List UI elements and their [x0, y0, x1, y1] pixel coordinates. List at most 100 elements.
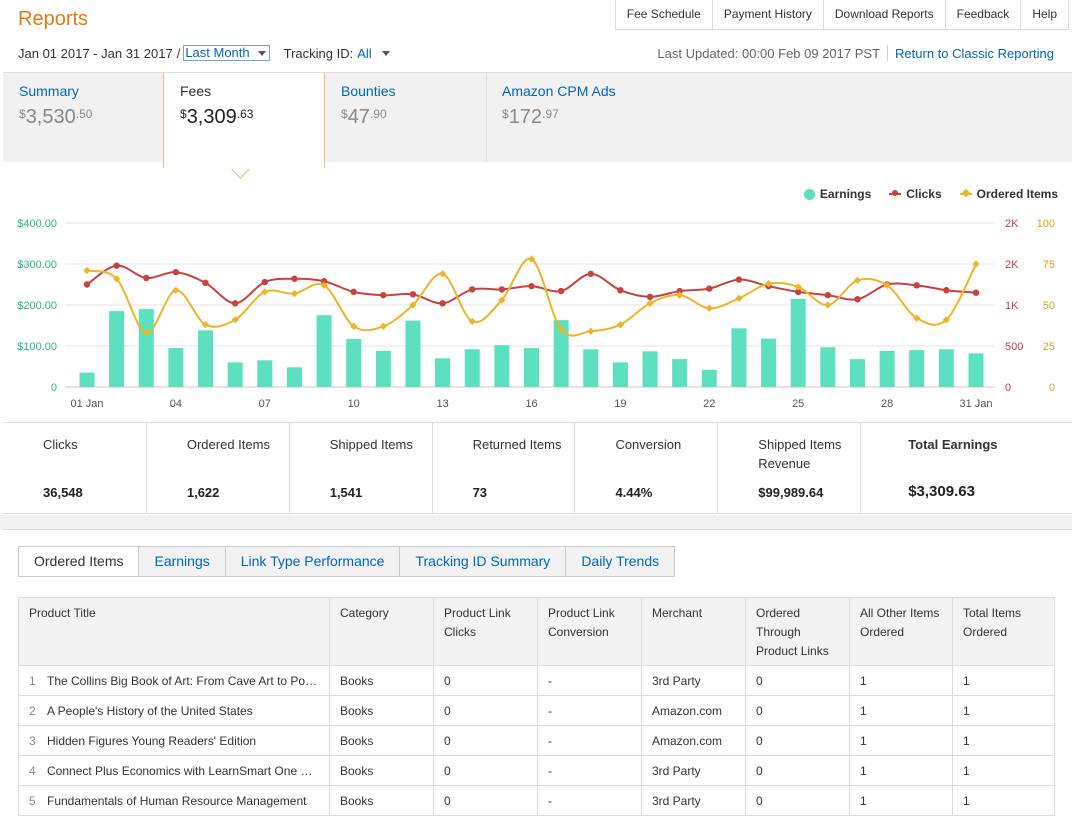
category-cell: Books: [329, 695, 434, 726]
column-header[interactable]: Product Link Conversion: [537, 597, 642, 666]
divider: [486, 73, 487, 163]
tracking-id-select[interactable]: Tracking ID: All: [284, 46, 390, 61]
metric-shipped-items: Shipped Items 1,541: [288, 423, 432, 513]
earnings-bar: [168, 348, 184, 387]
x-tick-label: 10: [348, 398, 360, 410]
earnings-bar: [790, 298, 806, 387]
earnings-bar: [583, 349, 599, 387]
clicks-point: [676, 287, 683, 295]
metric-value: $3,309.63: [908, 483, 975, 500]
table-row[interactable]: 5 Fundamentals of Human Resource Manageme…: [18, 785, 1055, 816]
section-gap: [0, 515, 1072, 529]
earnings-bar: [375, 350, 391, 387]
earnings-bar: [968, 353, 984, 387]
column-header[interactable]: All Other Items Ordered: [849, 597, 953, 666]
merchant-cell: 3rd Party: [641, 785, 746, 816]
earnings-bar: [286, 367, 302, 387]
date-range-text: Jan 01 2017 - Jan 31 2017: [18, 45, 173, 61]
earnings-bar: [79, 372, 95, 387]
clicks-point: [409, 291, 417, 298]
ordered-items-point: [646, 299, 654, 308]
other-items-cell: 1: [849, 665, 953, 696]
merchant-cell: 3rd Party: [641, 665, 746, 696]
ordered-through-links-cell: 0: [745, 695, 850, 726]
currency-symbol: $: [341, 107, 348, 121]
tab-bounties[interactable]: Bounties $47.90: [325, 73, 485, 163]
tab-label: Summary: [19, 83, 79, 99]
payment-history-link[interactable]: Payment History: [711, 0, 823, 29]
product-title: Hidden Figures Young Readers' Edition: [47, 733, 257, 748]
column-header[interactable]: Ordered Through Product Links: [745, 597, 850, 666]
metric-total-earnings: Total Earnings $3,309.63: [860, 423, 1072, 513]
clicks-point: [943, 287, 950, 294]
legend-clicks[interactable]: Clicks: [889, 187, 942, 201]
tab-amazon-cpm-ads[interactable]: Amazon CPM Ads $172.97: [486, 73, 686, 163]
chart-panel: Earnings Clicks Ordered Items $400.00 $30…: [3, 162, 1072, 424]
tab-label: Fees: [180, 83, 212, 99]
earnings-bar: [642, 351, 658, 387]
column-header[interactable]: Total Items Ordered: [952, 597, 1055, 666]
help-link[interactable]: Help: [1020, 0, 1068, 29]
x-tick-label: 19: [614, 398, 626, 410]
clicks-point: [350, 288, 357, 296]
chevron-down-icon: [257, 50, 266, 56]
ordered-through-links-cell: 0: [745, 725, 850, 756]
tab-daily-trends[interactable]: Daily Trends: [565, 547, 674, 576]
x-tick-label: 22: [703, 398, 715, 410]
amount-whole: 3,530: [25, 106, 76, 128]
clicks-point: [261, 278, 268, 286]
feedback-link[interactable]: Feedback: [944, 0, 1021, 29]
chart-legend: Earnings Clicks Ordered Items: [803, 187, 1058, 201]
y-right-tick-label: 2K: [1005, 259, 1019, 271]
page-title: Reports: [18, 8, 89, 30]
earnings-bar: [494, 345, 510, 387]
tab-earnings[interactable]: Earnings: [138, 547, 224, 576]
range-separator: /: [176, 45, 181, 61]
column-header[interactable]: Merchant: [641, 597, 746, 666]
ordered-through-links-cell: 0: [745, 785, 850, 816]
other-items-cell: 1: [849, 755, 953, 786]
table-row[interactable]: 1 The Collins Big Book of Art: From Cave …: [18, 665, 1055, 696]
metric-label: Conversion: [615, 437, 682, 452]
metric-conversion: Conversion 4.44%: [574, 423, 717, 513]
tab-ordered-items[interactable]: Ordered Items: [19, 547, 139, 576]
tab-summary[interactable]: Summary $3,530.50: [3, 73, 163, 163]
tab-fees[interactable]: Fees $3,309.63: [163, 73, 325, 168]
clicks-point: [202, 279, 209, 287]
product-title: A People's History of the United States: [47, 703, 253, 718]
date-range-select[interactable]: Last Month: [183, 45, 270, 61]
product-title: The Collins Big Book of Art: From Cave A…: [47, 673, 318, 688]
legend-earnings[interactable]: Earnings: [803, 187, 871, 201]
merchant-cell: 3rd Party: [641, 755, 746, 786]
legend-ordered-items[interactable]: Ordered Items: [959, 187, 1058, 201]
download-reports-link[interactable]: Download Reports: [822, 0, 945, 29]
ordered-items-point: [735, 294, 743, 303]
y-right2-tick-label: 25: [1043, 341, 1055, 353]
fee-schedule-link[interactable]: Fee Schedule: [626, 7, 701, 21]
x-tick-label: 07: [259, 398, 271, 410]
table-row[interactable]: 3 Hidden Figures Young Readers' Edition B…: [18, 725, 1055, 756]
amount-cents: .50: [75, 107, 93, 121]
table-header-row: Product Title Category Product Link Clic…: [18, 597, 1055, 666]
clicks-point: [113, 262, 120, 269]
tab-tracking-id-summary[interactable]: Tracking ID Summary: [399, 547, 565, 576]
conversion-cell: -: [537, 785, 642, 816]
table-row[interactable]: 2 A People's History of the United States…: [18, 695, 1055, 726]
earnings-bar: [316, 315, 332, 387]
clicks-cell: 0: [433, 755, 538, 786]
column-header[interactable]: Category: [329, 597, 434, 666]
summary-tabs: Summary $3,530.50 Fees $3,309.63 Bountie…: [3, 72, 1072, 168]
tab-link-type-performance[interactable]: Link Type Performance: [224, 547, 400, 576]
column-header[interactable]: Product Title: [18, 597, 330, 666]
earnings-bar: [879, 350, 895, 387]
classic-reporting-link[interactable]: Return to Classic Reporting: [895, 45, 1054, 61]
y-left-tick-label: $300.00: [17, 259, 57, 271]
ordered-items-point: [824, 301, 832, 309]
ordered-items-point: [972, 260, 980, 268]
table-row[interactable]: 4 Connect Plus Economics with LearnSmart …: [18, 755, 1055, 786]
report-tabs: Ordered Items Earnings Link Type Perform…: [18, 546, 676, 577]
column-header[interactable]: Product Link Clicks: [433, 597, 538, 666]
y-right2-tick-label: 75: [1043, 259, 1055, 271]
x-tick-label: 13: [436, 398, 448, 410]
row-number: 5: [29, 793, 36, 808]
